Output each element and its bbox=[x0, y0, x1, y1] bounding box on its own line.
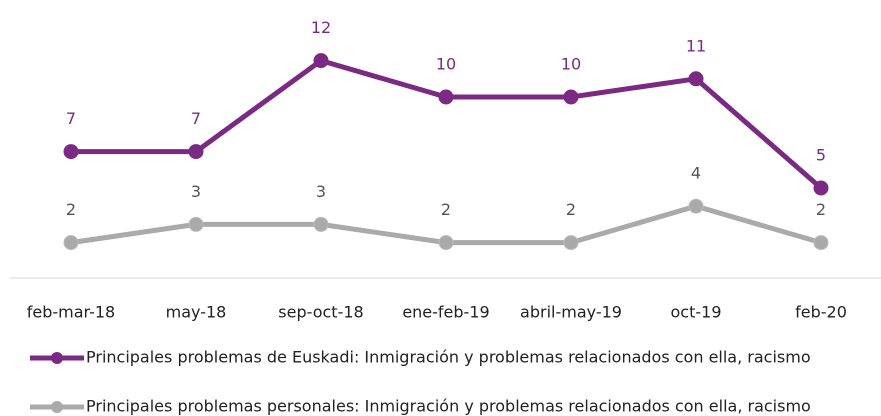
point bbox=[688, 198, 704, 214]
point bbox=[188, 216, 204, 232]
data-label: 12 bbox=[311, 18, 331, 37]
data-label: 3 bbox=[191, 182, 201, 201]
data-label: 10 bbox=[561, 55, 581, 74]
legend-marker bbox=[51, 352, 63, 364]
point bbox=[563, 235, 579, 251]
x-tick-label: feb-mar-18 bbox=[27, 303, 115, 322]
legend-label: Principales problemas de Euskadi: Inmigr… bbox=[86, 348, 811, 367]
point bbox=[188, 144, 204, 160]
point bbox=[438, 235, 454, 251]
x-tick-label: ene-feb-19 bbox=[402, 303, 489, 322]
legend-marker bbox=[51, 401, 63, 413]
data-label: 2 bbox=[566, 200, 576, 219]
x-tick-label: sep-oct-18 bbox=[278, 303, 363, 322]
point bbox=[813, 180, 829, 196]
point bbox=[688, 71, 704, 87]
point bbox=[313, 216, 329, 232]
x-tick-label: oct-19 bbox=[671, 303, 722, 322]
data-label: 3 bbox=[316, 182, 326, 201]
point bbox=[63, 235, 79, 251]
data-label: 7 bbox=[66, 109, 76, 128]
legend-label: Principales problemas personales: Inmigr… bbox=[86, 397, 811, 416]
x-tick-label: abril-may-19 bbox=[520, 303, 622, 322]
data-label: 5 bbox=[816, 146, 826, 165]
point bbox=[63, 144, 79, 160]
series-line bbox=[71, 58, 823, 190]
data-label: 2 bbox=[441, 200, 451, 219]
x-tick-label: may-18 bbox=[166, 303, 227, 322]
data-label: 2 bbox=[816, 200, 826, 219]
data-label: 7 bbox=[191, 109, 201, 128]
point bbox=[313, 53, 329, 69]
data-label: 4 bbox=[691, 164, 701, 183]
data-label: 2 bbox=[66, 200, 76, 219]
point bbox=[438, 89, 454, 105]
data-label: 10 bbox=[436, 55, 456, 74]
x-tick-label: feb-20 bbox=[795, 303, 847, 322]
data-label: 11 bbox=[686, 36, 706, 55]
point bbox=[563, 89, 579, 105]
point bbox=[813, 235, 829, 251]
